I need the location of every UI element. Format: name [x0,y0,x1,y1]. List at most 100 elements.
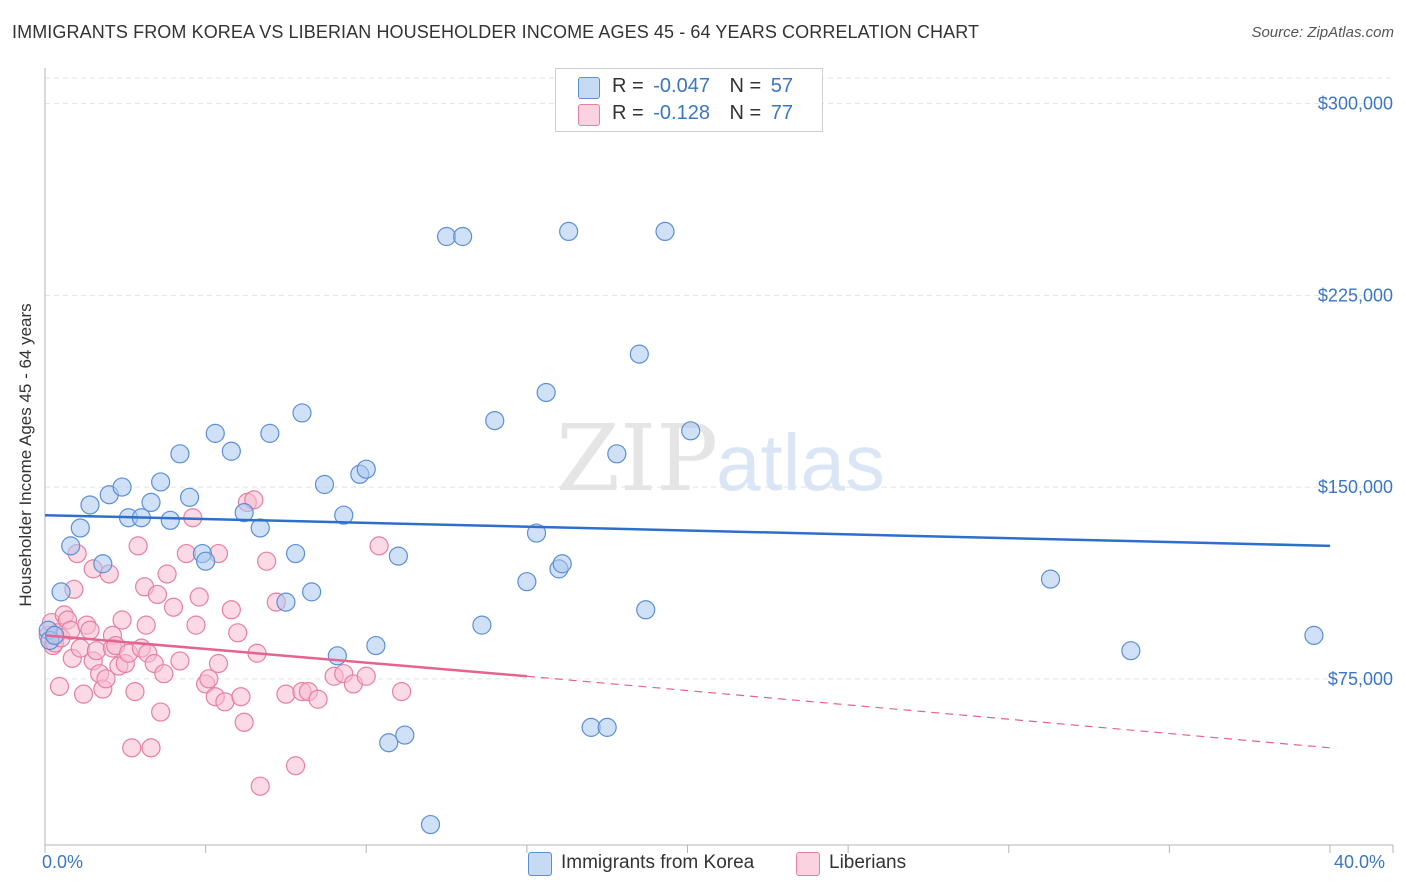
liberia-point [234,712,254,732]
korea-point [314,474,335,495]
liberia-trendline [44,634,527,678]
korea-point [517,572,537,592]
liberia-point [86,641,107,661]
korea-point [453,226,473,247]
korea-point [366,635,386,656]
korea-point [636,600,656,620]
korea-point [395,725,415,745]
korea-point [379,733,399,753]
korea-point [51,582,71,602]
korea-trendline [44,513,1331,548]
liberia-r-value: -0.128 [653,102,710,124]
korea-point [141,492,161,513]
korea-point [160,510,180,530]
chart-source: Source: ZipAtlas.com [1251,24,1394,41]
liberia-point [163,597,184,617]
y-tick-label: $225,000 [1318,285,1393,305]
y-tick-labels: $75,000 $150,000 $225,000 $300,000 [1318,94,1393,689]
liberia-point [141,738,161,758]
korea-point [196,551,216,571]
korea-point [472,615,492,635]
liberia-point [80,620,100,640]
y-tick-label: $300,000 [1318,94,1393,114]
liberia-point [276,684,296,704]
liberia-point [96,669,116,689]
korea-point [234,503,254,523]
liberia-point [257,551,277,571]
liberia-point [112,610,132,630]
liberia-point [221,600,241,620]
korea-point [526,523,547,543]
y-tick-label: $150,000 [1318,477,1393,497]
gridlines [45,77,1393,680]
legend-korea-swatch [528,852,552,876]
korea-points [38,221,1324,835]
legend-korea-label: Immigrants from Korea [561,852,755,873]
liberia-point [391,681,412,702]
x-ticks [44,845,1394,853]
korea-point [93,554,113,574]
liberia-point [122,738,142,758]
liberia-n-label: N = [729,102,762,124]
liberia-trendline-extension [526,675,1331,749]
liberia-point [151,702,171,722]
korea-point [151,472,171,492]
liberia-swatch [578,104,600,126]
legend-liberia-swatch [796,852,820,876]
korea-point [597,717,617,737]
legend-liberia-label: Liberians [829,852,907,873]
korea-point [327,646,347,666]
liberia-point [157,564,177,584]
liberia-point [228,623,248,643]
liberia-point [244,490,264,510]
korea-point [356,459,376,479]
chart-title: IMMIGRANTS FROM KOREA VS LIBERIAN HOUSEH… [12,22,980,42]
watermark-zip: ZIP [556,405,718,512]
liberia-point [154,664,174,684]
liberia-point [199,669,219,689]
liberia-point [285,756,306,776]
korea-point [302,582,322,602]
liberia-point [215,692,235,712]
liberia-point [308,689,328,709]
korea-point [552,554,572,574]
korea-point [292,403,312,423]
korea-point [179,487,200,507]
liberia-point [176,543,196,564]
korea-point [485,410,505,431]
liberia-point [73,684,94,704]
korea-point [607,444,627,464]
korea-point [260,423,280,443]
liberia-points [38,490,412,796]
liberia-point [125,681,145,702]
liberia-point [369,536,389,556]
korea-point [536,382,556,403]
korea-point [655,221,675,241]
korea-swatch [578,77,600,99]
korea-point [250,518,270,538]
korea-r-label: R = [612,75,644,97]
korea-point [70,518,90,538]
liberia-r-label: R = [612,102,644,124]
korea-point [221,441,241,461]
liberia-point [356,666,376,686]
liberia-n-value: 77 [770,102,794,124]
korea-point [334,505,354,525]
liberia-point [136,615,156,635]
korea-point [205,423,225,443]
x-axis-max-label: 40.0% [1334,852,1386,872]
korea-point [581,717,601,737]
korea-point [1121,641,1141,661]
korea-n-label: N = [729,75,762,97]
korea-point [1040,569,1061,589]
correlation-legend: R = -0.047 N = 57 R = -0.128 N = 77 [555,68,823,132]
liberia-point [189,587,209,607]
watermark-atlas: atlas [716,418,885,507]
x-axis-min-label: 0.0% [42,852,84,872]
korea-point [112,477,132,497]
korea-n-value: 57 [770,75,794,97]
korea-point [559,221,579,241]
trendlines [44,513,1331,749]
liberia-point [231,687,251,707]
